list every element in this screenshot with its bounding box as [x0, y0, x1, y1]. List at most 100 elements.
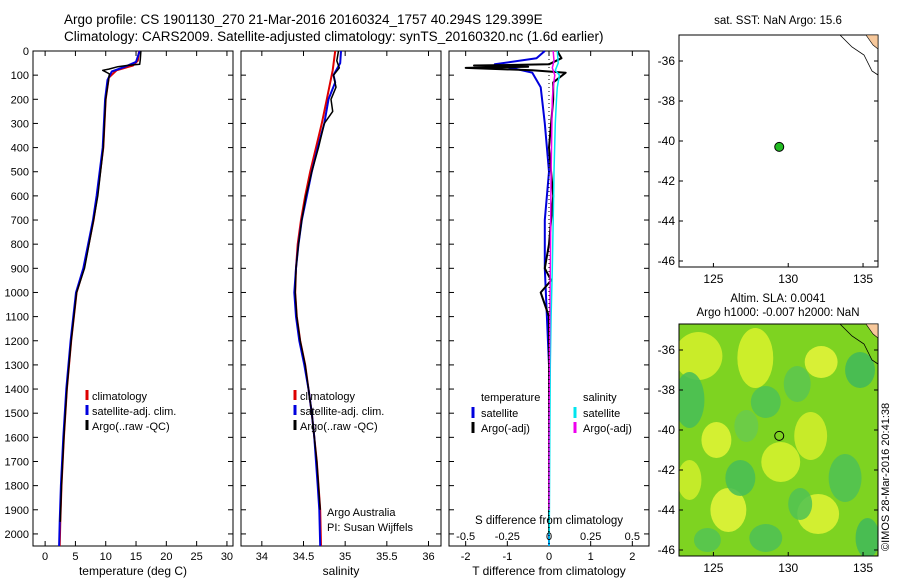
sla-anomaly-blob	[761, 442, 801, 482]
sst_map-frame	[678, 34, 879, 268]
depth-tick-label: 1000	[5, 287, 29, 299]
temperature-legend-label: climatology	[92, 391, 148, 403]
temperature-x-tick-label: 25	[191, 551, 203, 563]
sla-anomaly-blob	[855, 518, 878, 556]
sla_map-lat-label: -38	[658, 383, 676, 397]
depth-tick-label: 500	[11, 167, 29, 179]
sla_map-coastline	[839, 323, 879, 365]
depth-tick-label: 100	[11, 70, 29, 82]
sla-anomaly-blob	[679, 460, 702, 500]
difference-x-tick-label: 2	[629, 551, 635, 563]
difference-x-axis-label: T difference from climatology	[472, 564, 626, 578]
difference-legend-label: Argo(-adj)	[583, 423, 632, 435]
sla_map-lon-label: 130	[778, 561, 798, 575]
salinity-x-tick-label: 35	[339, 551, 351, 563]
depth-tick-label: 1700	[5, 456, 29, 468]
depth-tick-label: 1300	[5, 360, 29, 372]
salinity-diff-tick-label: -0.5	[456, 531, 475, 543]
plot-title-line-2: Climatology: CARS2009. Satellite-adjuste…	[64, 29, 604, 44]
depth-tick-label: 1100	[5, 312, 29, 324]
difference-legend-label: satellite	[583, 408, 620, 420]
salinity-x-tick-label: 34	[256, 551, 268, 563]
difference-legend-label: satellite	[481, 408, 518, 420]
sla-anomaly-blob	[710, 488, 747, 532]
sla-anomaly-blob	[794, 412, 828, 460]
salinity-x-tick-label: 34.5	[293, 551, 314, 563]
depth-tick-label: 0	[23, 46, 29, 58]
depth-tick-label: 2000	[5, 529, 29, 541]
sst-map-title: sat. SST: NaN Argo: 15.6	[714, 15, 842, 27]
temperature-axes-frame	[32, 50, 234, 547]
temperature-x-tick-label: 20	[160, 551, 172, 563]
sla_map-land-patch	[865, 323, 879, 339]
sla_map-lat-label: -36	[658, 343, 676, 357]
temperature-series-climatology	[58, 50, 141, 547]
sst_map-land-patch	[865, 34, 879, 50]
sst_map-lon-label: 125	[703, 272, 723, 286]
depth-tick-label: 1900	[5, 505, 29, 517]
salinity-legend-label: climatology	[300, 391, 356, 403]
difference-series-salinity-argo-adj	[548, 50, 556, 510]
salinity-diff-tick-label: 0	[546, 531, 552, 543]
difference-x-tick-label: -1	[502, 551, 512, 563]
difference-legend-label: Argo(-adj)	[481, 423, 530, 435]
sst_map-coastline	[839, 34, 879, 76]
sla-anomaly-blob	[693, 528, 721, 552]
depth-tick-label: 800	[11, 239, 29, 251]
sla-anomaly-blob	[725, 460, 756, 496]
sla-anomaly-blob	[679, 332, 723, 380]
sla-anomaly-blob	[679, 372, 705, 428]
salinity-legend-label: Argo(..raw -QC)	[300, 421, 378, 433]
salinity-series-climatology	[294, 50, 337, 547]
sla_map-lat-label: -40	[658, 423, 676, 437]
salinity-diff-tick-label: -0.25	[495, 531, 520, 543]
temperature-x-tick-label: 0	[42, 551, 48, 563]
sla-anomaly-blob	[750, 386, 781, 418]
depth-tick-label: 900	[11, 263, 29, 275]
difference-series-temperature-satellite	[493, 50, 550, 546]
depth-tick-label: 1600	[5, 432, 29, 444]
difference-x-tick-label: 1	[588, 551, 594, 563]
sla-anomaly-blob	[749, 524, 783, 552]
legend-header-salinity: salinity	[583, 392, 617, 404]
sla_map-lat-label: -44	[658, 503, 676, 517]
sla-anomaly-blob	[737, 328, 774, 388]
depth-tick-label: 200	[11, 94, 29, 106]
sla_map-frame	[678, 323, 879, 557]
temperature-x-tick-label: 5	[72, 551, 78, 563]
sst_map-lat-label: -36	[658, 54, 676, 68]
sla_map-lon-label: 125	[703, 561, 723, 575]
salinity-series-argo-raw-qc	[294, 50, 341, 510]
legend-header-temperature: temperature	[481, 392, 540, 404]
sst_map-lat-label: -40	[658, 134, 676, 148]
salinity-diff-tick-label: 0.5	[625, 531, 640, 543]
sla_map-lon-label: 135	[853, 561, 873, 575]
temperature-x-tick-label: 30	[221, 551, 233, 563]
sla-map-title-line-1: Altim. SLA: 0.0041	[730, 293, 825, 305]
temperature-x-tick-label: 10	[100, 551, 112, 563]
sla-anomaly-blob	[804, 346, 838, 378]
difference-x-tick-label: -2	[461, 551, 471, 563]
salinity-legend-label: satellite-adj. clim.	[300, 406, 384, 418]
argo-position-marker-sla	[774, 430, 785, 441]
sla-anomaly-blob	[734, 410, 759, 442]
sst_map-lat-label: -46	[658, 254, 676, 268]
salinity-x-tick-label: 36	[422, 551, 434, 563]
temperature-series-argo-raw-qc	[59, 50, 142, 522]
depth-tick-label: 600	[11, 191, 29, 203]
sst_map-lat-label: -44	[658, 214, 676, 228]
sla-anomaly-blob	[845, 352, 876, 388]
sla-map-title-line-2: Argo h1000: -0.007 h2000: NaN	[696, 307, 859, 319]
difference-series-salinity-satellite	[548, 50, 561, 547]
depth-tick-label: 300	[11, 118, 29, 130]
temperature-x-axis-label: temperature (deg C)	[79, 564, 187, 578]
argo-position-marker	[774, 141, 785, 152]
depth-tick-label: 1500	[5, 408, 29, 420]
sla_map-lat-label: -46	[658, 543, 676, 557]
salinity-x-axis-label: salinity	[323, 564, 360, 578]
sla-anomaly-blob	[828, 454, 862, 502]
sla-heatmap	[679, 324, 878, 556]
sla-anomaly-blob	[788, 488, 813, 520]
depth-tick-label: 400	[11, 143, 29, 155]
